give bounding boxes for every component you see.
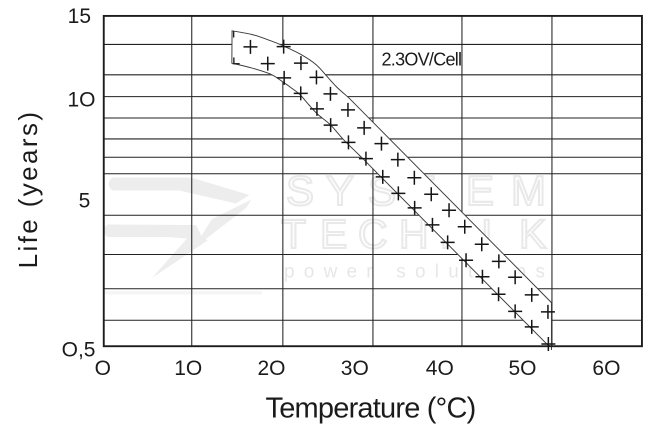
svg-text:O,5: O,5 (62, 339, 96, 362)
svg-text:Temperature (°C): Temperature (°C) (266, 393, 476, 425)
svg-text:3O: 3O (341, 357, 369, 380)
svg-text:1O: 1O (174, 357, 202, 380)
svg-text:6O: 6O (592, 357, 620, 380)
svg-text:2O: 2O (257, 357, 285, 380)
svg-text:1O: 1O (67, 89, 95, 112)
svg-text:15: 15 (68, 5, 91, 28)
svg-text:K: K (519, 211, 546, 257)
svg-text:E: E (320, 211, 347, 257)
svg-text:4O: 4O (426, 357, 454, 380)
svg-text:2.3OV/Cell: 2.3OV/Cell (382, 49, 462, 69)
svg-text:Life (years): Life (years) (13, 110, 43, 269)
svg-text:5: 5 (79, 190, 91, 213)
svg-text:T: T (281, 211, 306, 257)
svg-text:5O: 5O (508, 357, 536, 380)
svg-text:O: O (95, 357, 111, 380)
